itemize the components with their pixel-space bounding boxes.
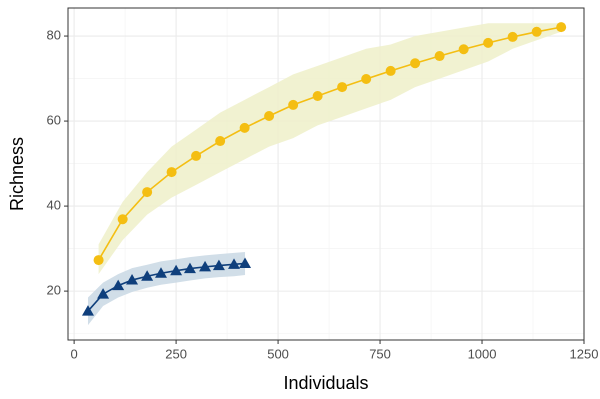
x-tick-label: 1000 xyxy=(468,346,497,361)
point xyxy=(93,255,104,266)
x-tick-label: 500 xyxy=(267,346,289,361)
y-axis-title: Richness xyxy=(7,137,27,211)
triangle-point xyxy=(199,260,212,272)
point xyxy=(215,136,226,147)
y-tick-label: 20 xyxy=(47,283,61,298)
y-tick-label: 60 xyxy=(47,113,61,128)
point xyxy=(337,82,348,93)
point xyxy=(117,214,128,225)
confidence-band xyxy=(98,23,562,275)
point xyxy=(434,51,445,62)
x-tick-label: 750 xyxy=(369,346,391,361)
point xyxy=(507,31,518,42)
triangle-point xyxy=(212,259,225,271)
point xyxy=(191,150,202,161)
point xyxy=(361,73,372,84)
triangle-point xyxy=(81,305,94,316)
triangle-point xyxy=(239,257,252,268)
point xyxy=(458,44,469,55)
point xyxy=(556,22,567,33)
point xyxy=(385,65,396,76)
x-tick-label: 250 xyxy=(165,346,187,361)
x-tick-label: 0 xyxy=(71,346,78,361)
x-tick-label: 1250 xyxy=(570,346,599,361)
point xyxy=(288,99,299,110)
point xyxy=(142,187,153,198)
triangle-point xyxy=(155,267,168,278)
point xyxy=(312,90,323,101)
plot-border xyxy=(67,7,585,341)
triangle-point xyxy=(183,262,196,274)
point xyxy=(264,110,275,121)
triangle-point xyxy=(112,279,125,291)
triangle-point xyxy=(141,270,154,281)
point xyxy=(410,58,421,69)
triangle-point xyxy=(170,264,183,276)
y-tick-label: 40 xyxy=(47,198,61,213)
triangle-point xyxy=(126,274,139,285)
point xyxy=(531,26,542,37)
triangle-point xyxy=(228,258,241,269)
x-axis-title: Individuals xyxy=(283,373,368,393)
y-tick-label: 80 xyxy=(47,27,61,42)
triangle-point xyxy=(97,288,110,299)
point xyxy=(239,122,250,133)
plot-background xyxy=(68,8,584,340)
point xyxy=(483,37,494,48)
point xyxy=(166,167,177,178)
